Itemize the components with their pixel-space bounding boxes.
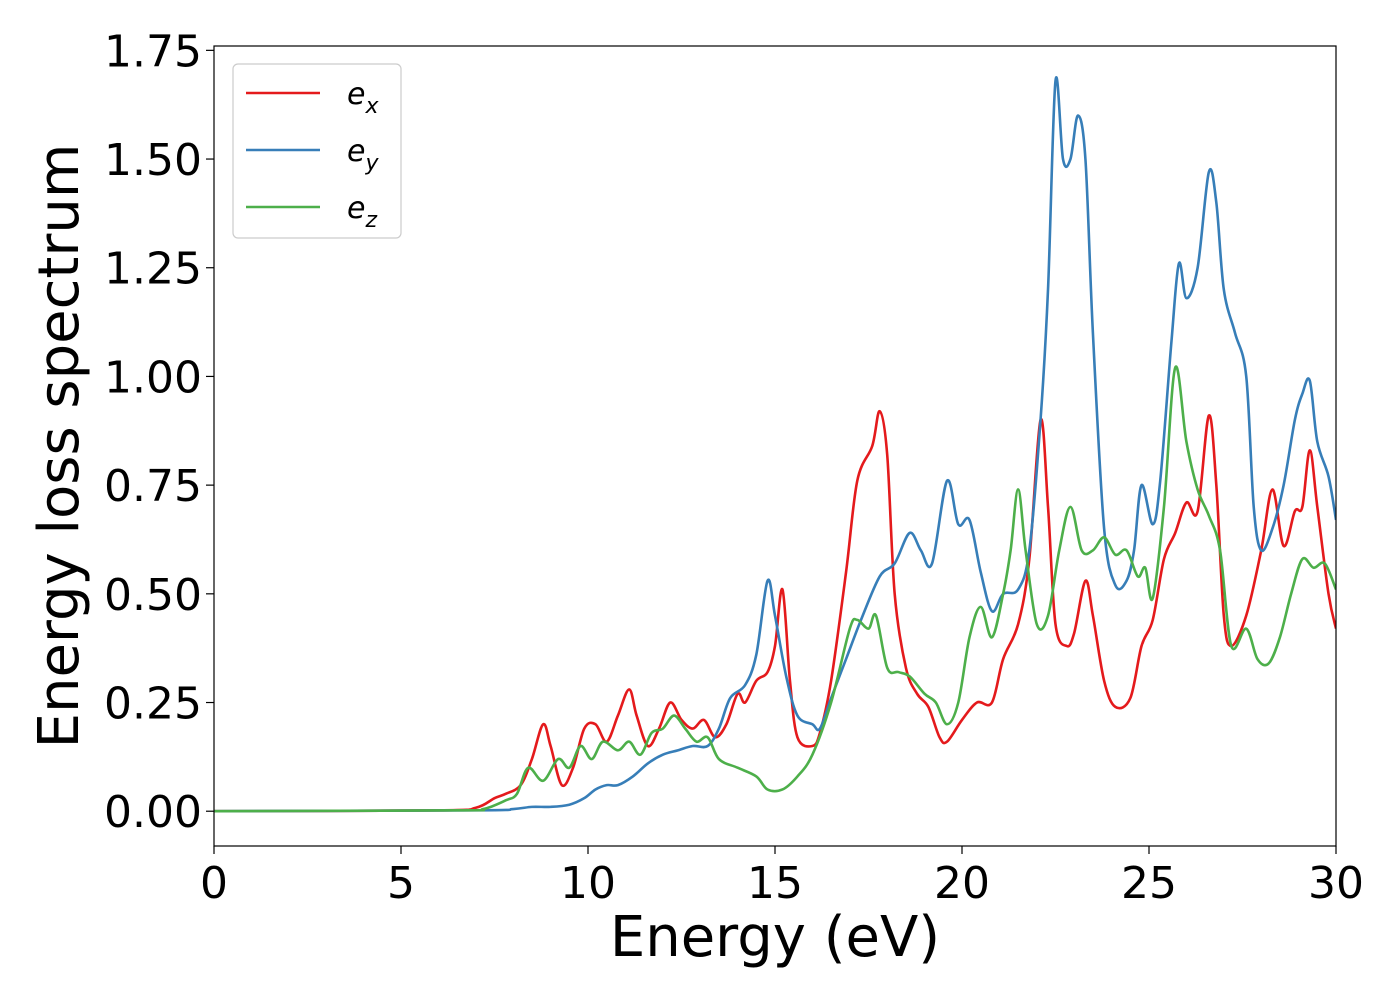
- legend-subscript: x: [364, 94, 379, 119]
- y-tick-label: 1.75: [104, 26, 202, 77]
- series-line-e-x: [214, 409, 1336, 813]
- y-tick-label: 0.75: [104, 461, 202, 512]
- y-tick-label: 0.00: [104, 787, 202, 838]
- x-axis: 0 5 10 15 20 25 30: [200, 846, 1364, 909]
- x-tick-label: 10: [560, 858, 616, 909]
- x-tick-label: 0: [200, 858, 228, 909]
- x-tick-label: 20: [934, 858, 990, 909]
- series-line-e-z: [214, 365, 1336, 813]
- x-tick-label: 5: [387, 858, 415, 909]
- x-tick-label: 15: [747, 858, 803, 909]
- y-tick-label: 0.50: [104, 570, 202, 621]
- y-tick-label: 1.00: [104, 352, 202, 403]
- y-axis-title: Energy loss spectrum: [27, 144, 92, 749]
- legend-subscript: y: [364, 151, 379, 176]
- x-tick-label: 25: [1121, 858, 1177, 909]
- y-tick-label: 1.50: [104, 135, 202, 186]
- x-axis-title: Energy (eV): [610, 905, 940, 970]
- y-axis: 0.00 0.25 0.50 0.75 1.00 1.25 1.50 1.75: [104, 26, 214, 838]
- legend-subscript: z: [364, 208, 377, 233]
- y-tick-label: 0.25: [104, 679, 202, 730]
- y-tick-label: 1.25: [104, 244, 202, 295]
- x-tick-label: 30: [1308, 858, 1364, 909]
